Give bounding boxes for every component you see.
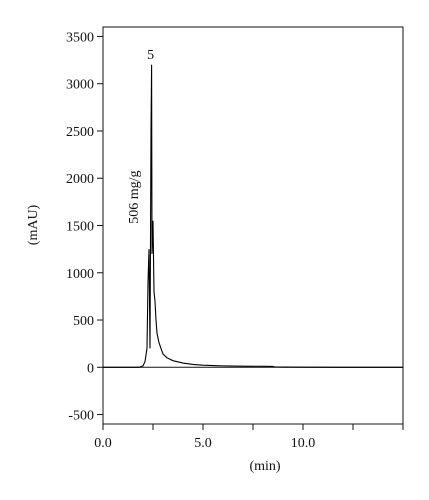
y-tick-label: 2500 [66, 125, 94, 140]
y-tick-label: 0 [87, 361, 94, 376]
y-tick-label: 3500 [66, 30, 94, 45]
y-axis-title: (mAU) [26, 204, 41, 245]
x-tick-label: 5.0 [194, 436, 212, 451]
x-tick-label: 0.0 [94, 436, 112, 451]
series-line [103, 64, 403, 368]
y-tick-label: 1500 [66, 220, 94, 235]
concentration-annotation: 506 mg/g [127, 171, 142, 224]
x-axis-ticks: 0.0 5.0 10.0 [94, 424, 404, 451]
x-axis-title: (min) [249, 459, 280, 474]
y-tick-label: -500 [68, 409, 94, 424]
y-tick-label: 1000 [66, 267, 94, 282]
y-tick-label: 2000 [66, 172, 94, 187]
plot-frame [102, 26, 404, 425]
y-tick-label: 500 [73, 314, 94, 329]
x-tick-label: 10.0 [291, 436, 316, 451]
peak-label: 5 [147, 48, 154, 63]
y-tick-label: 3000 [66, 78, 94, 93]
y-axis-ticks: -500 0 500 1000 1500 2000 2500 3000 3500 [66, 30, 103, 424]
